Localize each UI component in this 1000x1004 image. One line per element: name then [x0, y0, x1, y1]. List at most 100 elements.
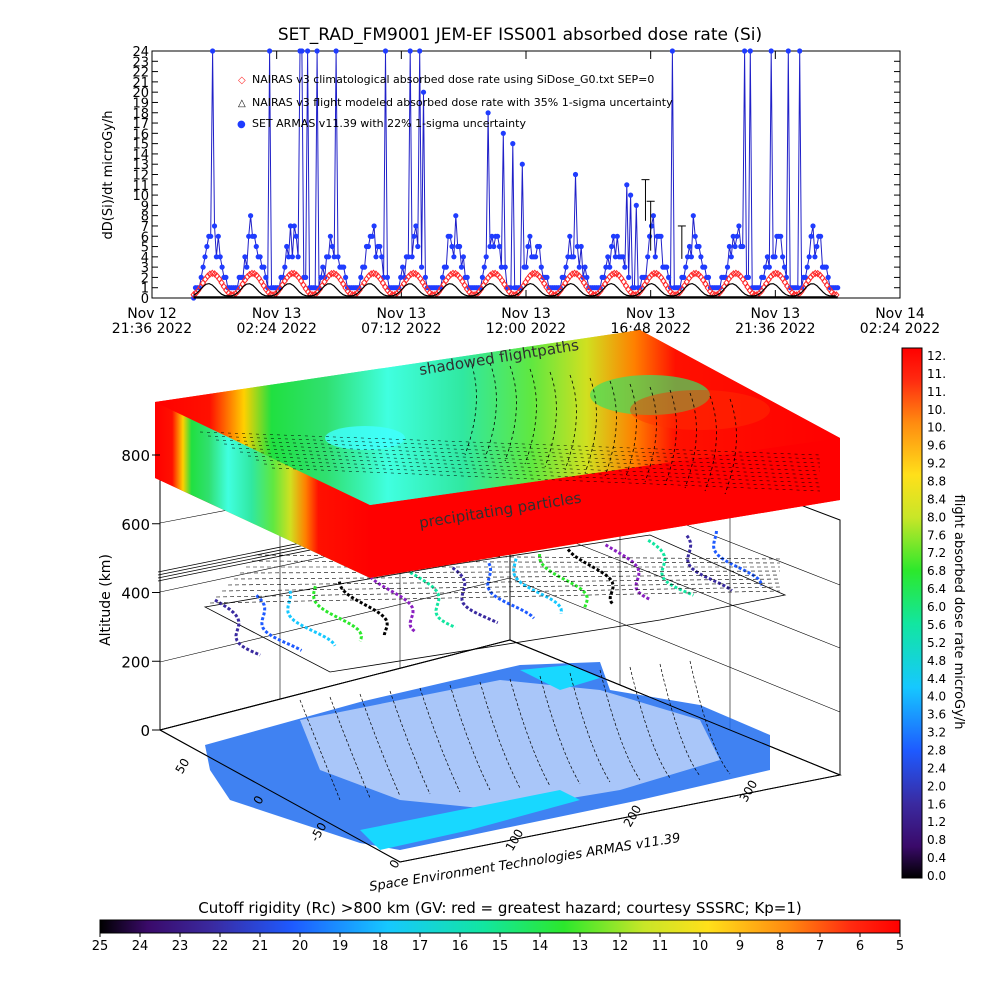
- floor-orbit-track: [389, 690, 431, 795]
- armas-point: [495, 233, 501, 239]
- dose-colorbar-tick-label: 1.2: [927, 815, 946, 829]
- slab-track: [624, 383, 637, 480]
- armas-point: [772, 254, 778, 260]
- armas-point: [666, 274, 672, 280]
- armas-point: [610, 233, 617, 239]
- chart-title: SET_RAD_FM9001 JEM-EF ISS001 absorbed do…: [278, 25, 762, 45]
- armas-point: [726, 243, 733, 250]
- y-tick-label: 24: [132, 45, 149, 60]
- dose-colorbar-tick-label: 4.0: [927, 690, 946, 704]
- armas-point: [460, 254, 466, 260]
- slab-track: [564, 374, 577, 471]
- nairas-flight-series: [193, 179, 838, 299]
- armas-point: [213, 254, 219, 260]
- dose-colorbar-tick-label: 6.0: [927, 600, 946, 614]
- armas-point: [561, 274, 567, 280]
- armas-point: [422, 274, 428, 280]
- armas-point: [267, 48, 273, 54]
- armas-point: [768, 48, 774, 54]
- y-tick-label: 11: [132, 179, 149, 194]
- y-tick-label: 10: [132, 189, 149, 204]
- armas-point: [628, 192, 634, 198]
- x-tick-label-date: Nov 13: [501, 306, 551, 322]
- armas-point: [523, 264, 529, 270]
- nairas-climatological-point: [770, 270, 777, 279]
- armas-line: [193, 50, 838, 299]
- nairas-climatological-point: [405, 272, 412, 281]
- y-tick-label: 9: [141, 199, 149, 214]
- slab-track: [684, 392, 697, 489]
- armas-point: [293, 233, 299, 239]
- armas-point: [407, 48, 413, 54]
- armas-point: [479, 274, 485, 280]
- armas-point: [677, 285, 683, 291]
- armas-point: [305, 48, 311, 54]
- armas-point: [327, 233, 333, 239]
- armas-point: [806, 254, 812, 260]
- armas-point: [320, 264, 326, 270]
- armas-point: [257, 254, 263, 260]
- arctic-region: [520, 665, 600, 690]
- floor-orbit-track: [629, 666, 671, 779]
- altitude-tick-label: 0: [140, 722, 150, 740]
- nairas-climatological-point: [767, 272, 775, 281]
- legend: ◇ NAIRAS v3 climatological absorbed dose…: [237, 73, 673, 130]
- armas-point: [405, 254, 411, 260]
- cutoff-colorbar-tick-label: 14: [532, 939, 549, 954]
- armas-point: [692, 233, 698, 239]
- nairas-climatological-point: [489, 269, 496, 278]
- dose-colorbar-tick-label: 4.8: [927, 654, 946, 668]
- y-tick-label: 8: [141, 210, 149, 225]
- nairas-climatological-point: [449, 269, 457, 278]
- orbit-track: [409, 571, 457, 629]
- armas-point: [325, 254, 332, 260]
- cutoff-colorbar-tick-label: 21: [252, 939, 269, 954]
- nairas-flight-line: [193, 282, 836, 297]
- floor-orbit-track: [539, 675, 581, 785]
- armas-point: [572, 171, 579, 178]
- cutoff-colorbar-tick-label: 12: [612, 939, 629, 954]
- armas-point: [457, 243, 463, 250]
- armas-point: [449, 243, 455, 250]
- dose-rate-colorbar-ticks: 12. 11. 11. 10. 10. 9.6 9.2 8.8 8.4 8.0 7.6 7.2 6.8 6…: [927, 349, 946, 883]
- nairas-climatological-point: [365, 272, 373, 280]
- armas-point: [496, 243, 503, 250]
- slab-track: [604, 380, 617, 477]
- armas-point: [622, 264, 628, 270]
- legend-symbol-armas: ●: [237, 119, 246, 130]
- armas-point: [291, 223, 297, 229]
- armas-point: [698, 254, 704, 260]
- armas-point: [373, 254, 379, 260]
- orbit-track: [214, 598, 261, 657]
- orbit-track: [369, 575, 417, 634]
- x-tick-label-time: 12:00 2022: [486, 321, 566, 337]
- cutoff-rigidity-colorbar: [99, 919, 901, 934]
- dose-colorbar-tick-label: 10.: [927, 403, 946, 417]
- armas-point: [458, 264, 465, 270]
- y-tick-label: 19: [132, 96, 149, 111]
- legend-label-climatological: NAIRAS v3 climatological absorbed dose r…: [252, 73, 654, 86]
- dose-colorbar-tick-label: 4.4: [927, 672, 946, 686]
- dose-colorbar-tick-label: 8.4: [927, 492, 946, 506]
- cutoff-colorbar-tick-label: 8: [776, 939, 784, 954]
- armas-point: [483, 254, 489, 260]
- armas-point: [415, 243, 421, 250]
- slab-track: [644, 386, 657, 483]
- slab-track: [544, 371, 557, 468]
- cutoff-colorbar-tick-label: 18: [372, 939, 389, 954]
- legend-symbol-flight: △: [238, 98, 246, 109]
- armas-point: [502, 264, 508, 270]
- armas-point: [365, 243, 371, 250]
- cutoff-colorbar-tick-label: 17: [412, 939, 429, 954]
- dose-rate-colorbar: [901, 347, 923, 879]
- cutoff-colorbar-tick-label: 19: [332, 939, 349, 954]
- legend-label-flight: NAIRAS v3 flight modeled absorbed dose r…: [252, 96, 673, 109]
- dose-colorbar-tick-label: 5.2: [927, 636, 946, 650]
- altitude-tick-label: 600: [121, 516, 150, 534]
- x-tick-label-time: 02:24 2022: [236, 321, 316, 337]
- armas-point: [219, 264, 225, 270]
- armas-point: [487, 243, 493, 250]
- slab-track: [664, 389, 677, 486]
